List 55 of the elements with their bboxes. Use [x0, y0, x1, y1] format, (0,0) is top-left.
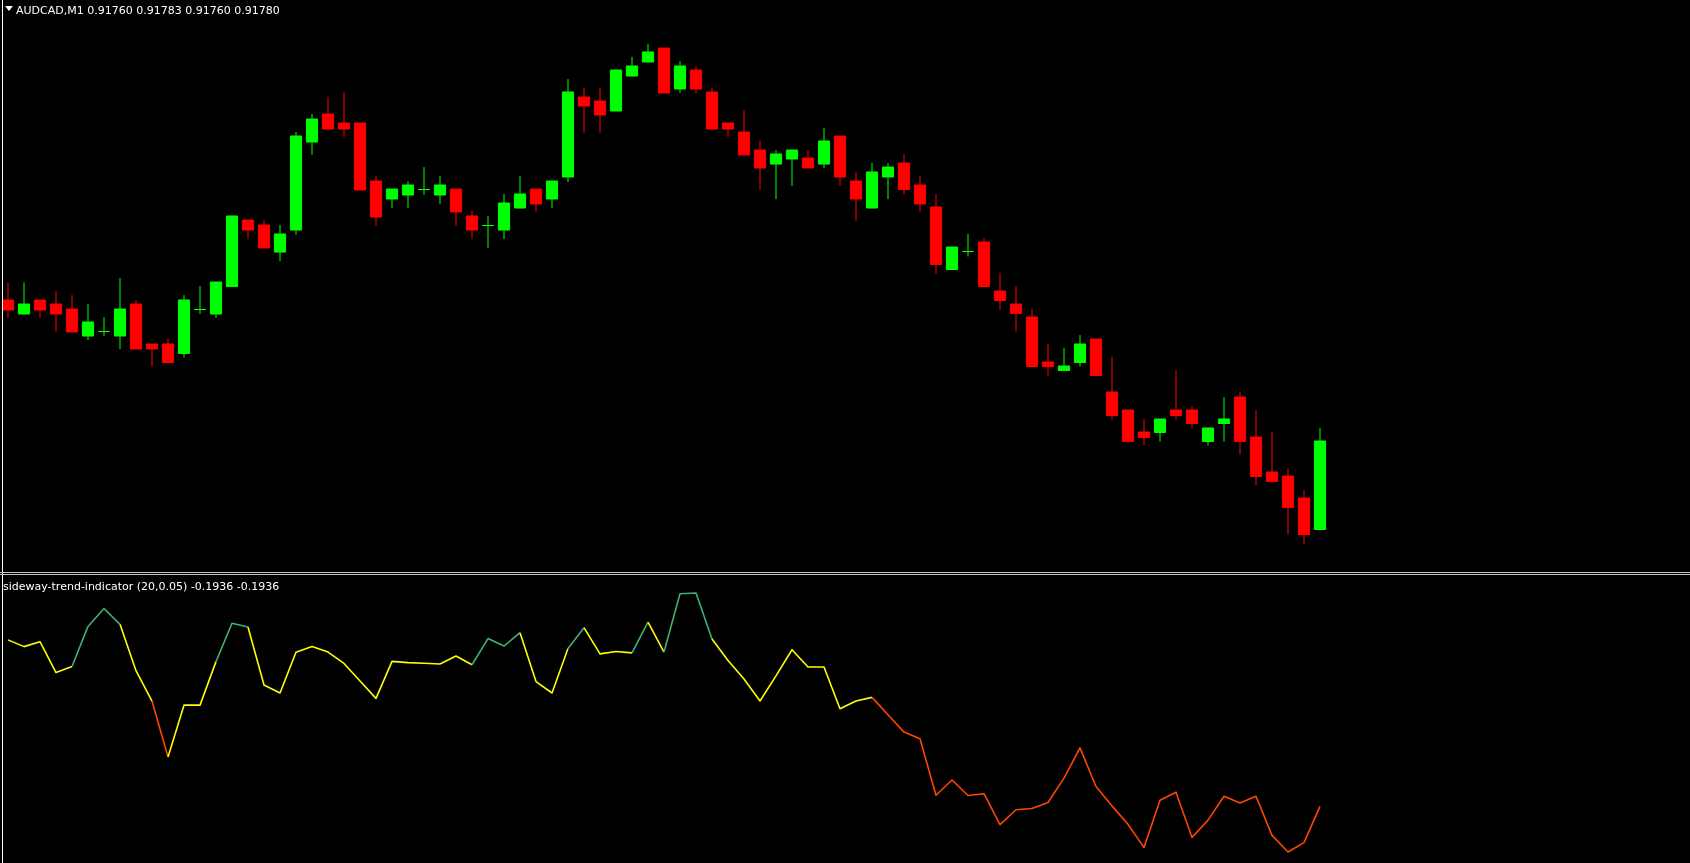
candlestick	[161, 338, 175, 363]
candlestick	[385, 188, 399, 209]
candlestick	[1041, 343, 1055, 376]
candlestick	[545, 180, 559, 209]
candlestick	[881, 162, 895, 200]
candlestick	[993, 272, 1007, 311]
chart-title: sideway-trend-indicator (20,0.05) -0.1936 -0.1936	[3, 580, 280, 594]
chart-title: AUDCAD,M1 0.91760 0.91783 0.91760 0.91780	[16, 3, 280, 17]
candlestick	[97, 316, 111, 337]
candlestick	[305, 113, 319, 156]
candlestick	[273, 224, 287, 262]
candlestick	[913, 175, 927, 213]
candlestick	[65, 294, 79, 333]
candlestick	[241, 219, 255, 240]
candlestick	[193, 285, 207, 315]
candlestick	[721, 122, 735, 138]
candlestick	[945, 246, 959, 270]
candlestick	[529, 188, 543, 213]
candlestick	[785, 149, 799, 187]
candlestick	[321, 96, 335, 130]
candlestick	[689, 65, 703, 94]
candlestick	[257, 219, 271, 249]
candlestick	[1, 282, 15, 319]
candlestick	[753, 140, 767, 191]
candlestick	[737, 109, 751, 156]
candlestick	[961, 233, 975, 257]
candlestick	[401, 180, 415, 209]
candlestick	[81, 303, 95, 341]
candlestick	[593, 87, 607, 134]
candlestick	[1009, 285, 1023, 332]
candlestick	[49, 290, 63, 333]
candlestick	[817, 127, 831, 169]
candlestick	[1057, 347, 1071, 371]
candlestick	[1185, 405, 1199, 429]
candlestick	[145, 343, 159, 367]
candlestick	[673, 60, 687, 94]
candlestick	[1105, 356, 1119, 420]
candlestick	[1137, 418, 1151, 446]
candlestick	[1169, 369, 1183, 420]
candlestick	[465, 210, 479, 240]
candlestick	[1073, 334, 1087, 367]
candlestick	[577, 87, 591, 134]
candlestick	[849, 171, 863, 222]
candlestick	[769, 149, 783, 200]
candlestick	[1265, 431, 1279, 482]
candlestick	[417, 166, 431, 196]
candlestick	[337, 91, 351, 138]
candlestick	[433, 175, 447, 205]
candlestick	[481, 215, 495, 249]
candlestick	[513, 175, 527, 209]
candlestick	[1217, 396, 1231, 442]
candlestick	[449, 188, 463, 227]
candlestick	[17, 282, 31, 315]
candlestick	[625, 56, 639, 77]
candlestick	[1153, 418, 1167, 442]
